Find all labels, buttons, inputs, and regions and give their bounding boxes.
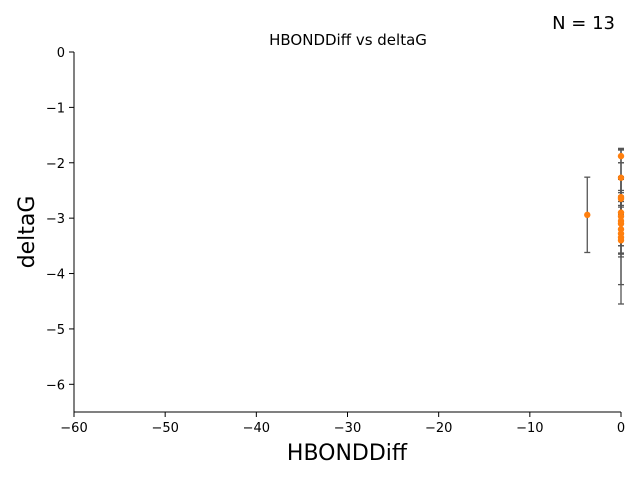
x-tick-label-6: 0 [617,421,625,436]
x-tick-label-4: −20 [425,421,452,436]
y-tick-label-3: −3 [46,212,65,227]
y-tick-label-1: −1 [46,101,65,116]
chart-title: HBONDDiff vs deltaG [269,31,427,49]
data-point-8 [617,220,625,227]
plot-area: −60 −50 −40 −30 −20 −10 0 0 −1 −2 −3 −4 −5 −6 [46,46,625,436]
y-tick-label-0: 0 [57,46,65,61]
x-tick-label-5: −10 [516,421,543,436]
data-point-6 [617,213,625,220]
y-tick-label-6: −6 [46,378,65,393]
y-axis-label: deltaG [15,196,40,269]
y-tick-label-5: −5 [46,323,65,338]
sample-count-label: N = 13 [552,13,615,34]
y-tick-label-2: −2 [46,157,65,172]
data-point-2 [617,174,625,181]
x-tick-label-0: −60 [60,421,87,436]
data-point-4 [617,195,625,202]
x-tick-label-3: −30 [334,421,361,436]
data-point-12 [617,237,625,244]
data-point-9 [617,226,625,233]
data-point-0 [584,211,591,219]
x-tick-label-1: −50 [151,421,178,436]
data-point-1 [617,152,625,160]
y-tick-label-4: −4 [46,268,65,283]
x-axis-label: HBONDDiff [287,441,408,466]
x-tick-label-2: −40 [243,421,270,436]
